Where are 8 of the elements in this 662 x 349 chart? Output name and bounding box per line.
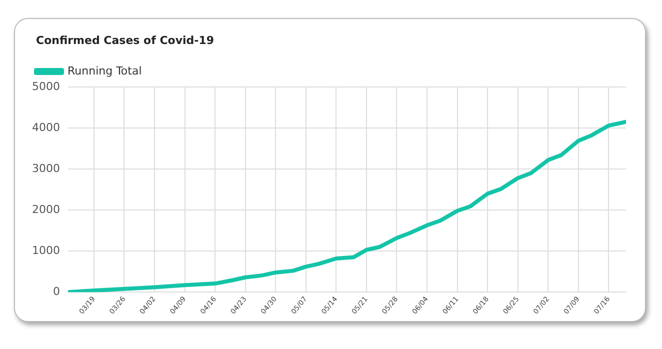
y-tick-label: 1000 [32, 244, 60, 257]
y-tick-label: 2000 [32, 202, 60, 216]
y-tick-label: 5000 [32, 80, 60, 93]
y-tick-label: 0 [52, 285, 60, 298]
y-tick-label: 4000 [32, 120, 60, 134]
chart-title: Confirmed Cases of Covid-19 [36, 34, 214, 47]
y-tick-label: 3000 [32, 162, 60, 175]
legend-label: Running Total [68, 64, 142, 78]
